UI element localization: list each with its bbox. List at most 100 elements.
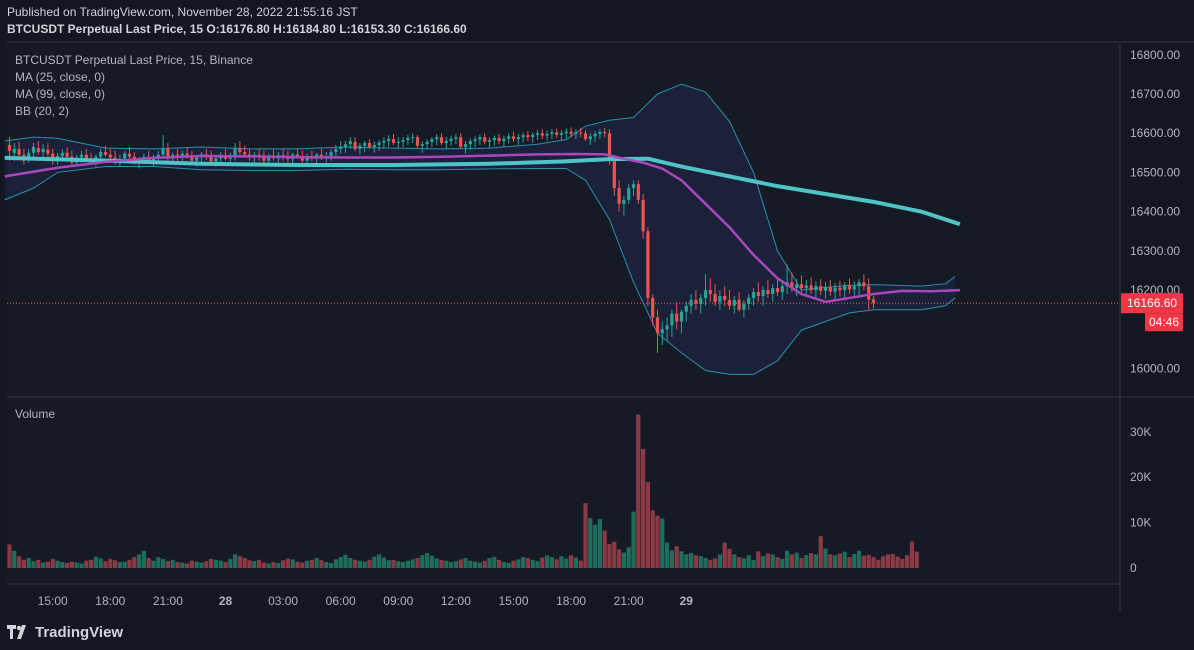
- volume-bar: [17, 556, 22, 568]
- tradingview-brand[interactable]: TradingView: [7, 622, 123, 642]
- volume-bar: [338, 557, 343, 568]
- volume-bar: [276, 563, 281, 568]
- volume-bar: [98, 558, 103, 568]
- volume-bar: [501, 562, 506, 568]
- candle-body: [799, 284, 804, 289]
- candle-body: [449, 138, 453, 142]
- candle-body: [468, 141, 472, 145]
- candle-body: [233, 148, 237, 156]
- volume-bar: [804, 555, 809, 568]
- candle-body: [343, 144, 348, 147]
- volume-bar: [549, 557, 554, 568]
- candle-body: [439, 137, 444, 144]
- candle-body: [406, 137, 410, 141]
- candle-body: [473, 139, 477, 142]
- volume-bar: [180, 562, 185, 568]
- volume-bar: [881, 556, 886, 568]
- candle-body: [655, 317, 660, 334]
- volume-bar: [713, 558, 718, 568]
- volume-bar: [636, 414, 641, 568]
- volume-bar: [228, 558, 233, 568]
- volume-bar: [161, 558, 166, 568]
- volume-bar: [482, 560, 487, 568]
- last-price-text: 16166.60: [1127, 296, 1177, 310]
- volume-bar: [285, 558, 290, 568]
- volume-bar: [818, 536, 823, 568]
- volume-bar: [175, 562, 180, 568]
- candle-body: [804, 285, 808, 289]
- candle-body: [353, 141, 357, 149]
- volume-bar: [266, 563, 271, 568]
- candle-body: [675, 313, 679, 322]
- candle-body: [103, 152, 108, 155]
- volume-bar: [290, 559, 295, 568]
- time-tick-label: 28: [219, 594, 233, 608]
- candle-body: [238, 148, 242, 153]
- volume-bar: [415, 558, 420, 568]
- volume-bar: [521, 557, 526, 568]
- candle-body: [737, 299, 741, 310]
- volume-bar: [746, 555, 751, 568]
- volume-bar: [45, 561, 50, 568]
- candle-body: [531, 134, 535, 138]
- candle-body: [507, 136, 511, 139]
- volume-bar: [669, 550, 674, 568]
- candle-body: [555, 132, 559, 135]
- volume-bar: [516, 559, 521, 568]
- candle-body: [795, 284, 799, 289]
- volume-bar: [199, 562, 204, 568]
- candle-body: [31, 146, 36, 153]
- volume-bar: [396, 561, 401, 568]
- candle-body: [641, 199, 645, 232]
- candle-body: [36, 148, 40, 153]
- candle-body: [694, 299, 698, 304]
- legend-bb: BB (20, 2): [15, 104, 70, 118]
- volume-bar: [607, 543, 612, 568]
- countdown-badge: [1145, 313, 1183, 332]
- volume-bar: [612, 541, 617, 568]
- candle-body: [435, 137, 439, 140]
- candle-body: [425, 141, 429, 145]
- volume-bar: [823, 548, 828, 568]
- volume-bar: [372, 556, 377, 568]
- volume-bar: [492, 556, 497, 568]
- candle-body: [574, 132, 578, 134]
- volume-bar: [645, 482, 650, 568]
- candle-body: [502, 138, 506, 142]
- volume-bar: [890, 553, 895, 568]
- candle-body: [79, 154, 84, 158]
- price-pane: [7, 43, 1120, 396]
- volume-bar: [122, 561, 127, 568]
- volume-bar: [477, 562, 482, 568]
- volume-bar: [545, 555, 550, 568]
- price-tick-label: 16700.00: [1130, 87, 1180, 101]
- volume-bar: [401, 562, 406, 568]
- candle-body: [751, 292, 756, 298]
- candle-body: [391, 139, 396, 144]
- brand-name: TradingView: [35, 623, 124, 641]
- volume-bar: [21, 559, 26, 568]
- volume-bar: [660, 518, 665, 568]
- volume-bar: [473, 561, 478, 568]
- open-value: 16176.80: [219, 22, 270, 36]
- candle-body: [665, 325, 669, 330]
- price-tick-label: 16600.00: [1130, 126, 1180, 140]
- candle-body: [540, 133, 544, 136]
- price-chart[interactable]: 16800.00 16700.00 16600.00 16500.00 16400.00…: [0, 0, 1194, 622]
- time-tick-label: 06:00: [326, 594, 356, 608]
- candle-body: [65, 152, 69, 157]
- volume-bar: [281, 560, 286, 568]
- volume-bar: [722, 542, 727, 568]
- volume-bar: [439, 559, 444, 568]
- volume-bar: [530, 559, 535, 568]
- volume-bar: [569, 555, 574, 568]
- candle-body: [684, 305, 688, 312]
- volume-bar: [204, 561, 209, 568]
- volume-bar: [405, 560, 410, 568]
- volume-bar: [871, 557, 876, 568]
- volume-bar: [65, 563, 70, 568]
- volume-tick-label: 30K: [1130, 425, 1151, 439]
- time-tick-label: 18:00: [556, 594, 586, 608]
- candle-body: [819, 286, 823, 291]
- time-tick-label: 21:00: [614, 594, 644, 608]
